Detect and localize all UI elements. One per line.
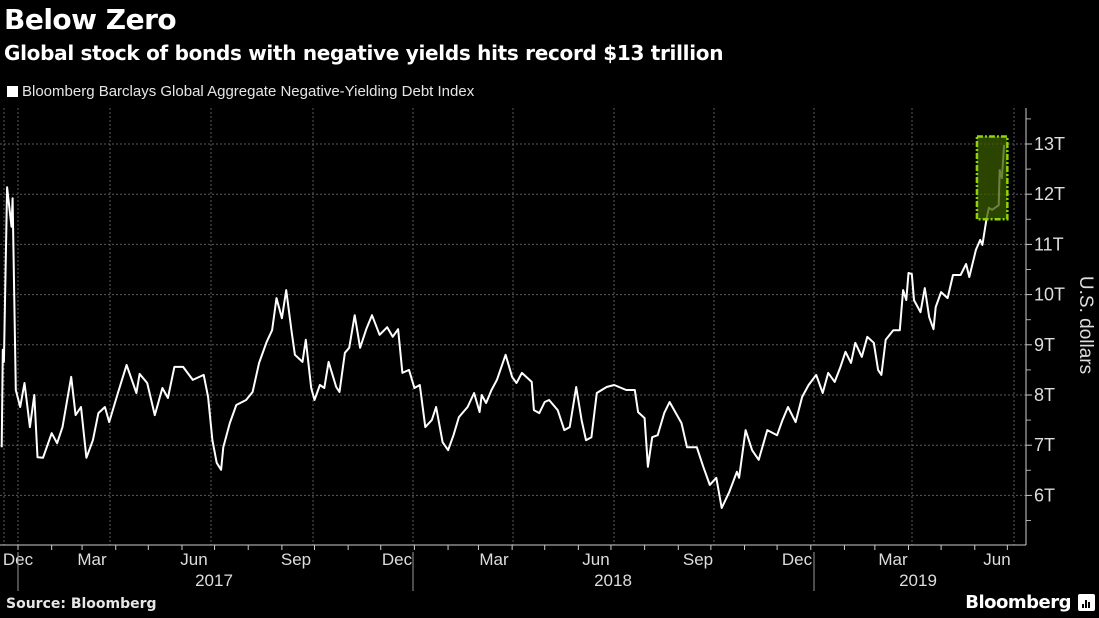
y-tick-label: 12T xyxy=(1034,184,1065,204)
chart-title: Below Zero xyxy=(4,3,177,36)
x-tick-label: Dec xyxy=(782,550,813,569)
x-year-label: 2019 xyxy=(899,571,937,590)
y-tick-label: 10T xyxy=(1034,285,1065,305)
x-year-label: 2018 xyxy=(594,571,632,590)
highlight-box xyxy=(975,135,1009,221)
y-tick-label: 11T xyxy=(1034,234,1064,254)
x-tick-label: Mar xyxy=(77,550,107,569)
y-tick-label: 6T xyxy=(1034,485,1055,505)
y-tick-label: 9T xyxy=(1034,335,1055,355)
y-axis-label: U.S. dollars xyxy=(1075,275,1096,375)
legend-label: Bloomberg Barclays Global Aggregate Nega… xyxy=(22,83,475,100)
x-year-label: 2017 xyxy=(195,571,233,590)
x-tick-label: Dec xyxy=(382,550,413,569)
series-line xyxy=(0,144,1006,509)
bloomberg-chart-icon xyxy=(1078,594,1095,611)
y-tick-label: 8T xyxy=(1034,385,1055,405)
y-tick-label: 13T xyxy=(1034,134,1065,154)
x-tick-label: Jun xyxy=(582,550,609,569)
x-tick-label: Sep xyxy=(281,550,311,569)
legend-swatch xyxy=(7,86,18,97)
chart-subtitle: Global stock of bonds with negative yiel… xyxy=(4,41,724,65)
x-tick-label: Mar xyxy=(878,550,908,569)
legend: Bloomberg Barclays Global Aggregate Nega… xyxy=(7,83,474,100)
bloomberg-logo: Bloomberg xyxy=(965,592,1071,613)
y-tick-label: 7T xyxy=(1034,435,1055,455)
x-tick-label: Mar xyxy=(479,550,509,569)
x-tick-label: Jun xyxy=(180,550,207,569)
x-tick-label: Sep xyxy=(683,550,713,569)
x-tick-label: Jun xyxy=(983,550,1010,569)
source-note: Source: Bloomberg xyxy=(6,596,157,612)
